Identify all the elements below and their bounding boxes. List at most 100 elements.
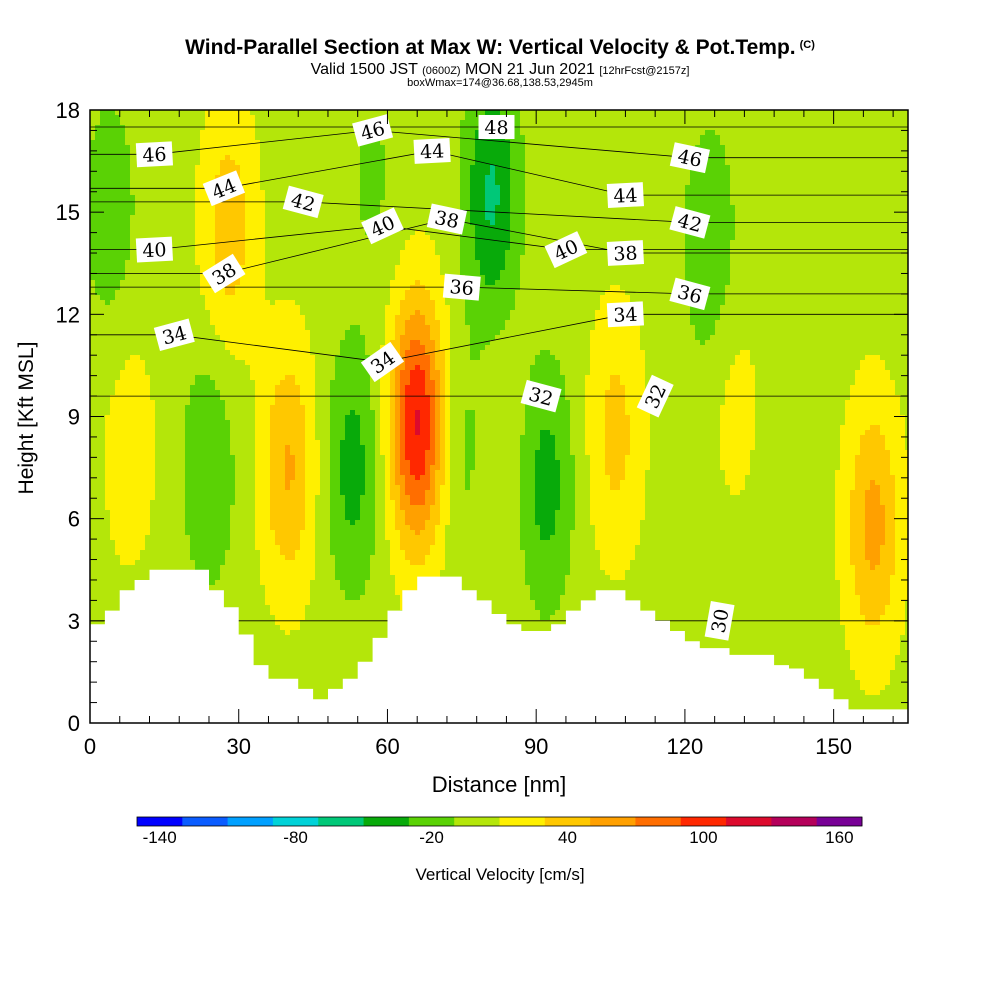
velocity-cell xyxy=(815,140,821,146)
velocity-cell xyxy=(710,130,716,136)
velocity-cell xyxy=(425,115,431,121)
velocity-cell xyxy=(355,260,361,266)
velocity-cell xyxy=(265,155,271,161)
velocity-cell xyxy=(690,120,696,126)
velocity-cell xyxy=(885,130,891,136)
velocity-cell xyxy=(845,160,851,166)
velocity-cell xyxy=(755,220,761,226)
velocity-cell xyxy=(455,165,461,171)
velocity-cell xyxy=(775,165,781,171)
velocity-cell xyxy=(150,125,156,131)
velocity-cell xyxy=(245,115,251,121)
velocity-cell xyxy=(790,160,796,166)
velocity-cell xyxy=(150,175,156,181)
velocity-cell xyxy=(430,235,436,241)
velocity-cell xyxy=(870,150,876,156)
velocity-cell xyxy=(105,175,111,181)
velocity-cell xyxy=(420,185,426,191)
velocity-cell xyxy=(720,160,726,166)
velocity-cell xyxy=(520,215,526,221)
velocity-cell xyxy=(495,170,501,176)
velocity-cell xyxy=(335,195,341,201)
velocity-cell xyxy=(715,240,721,246)
velocity-cell xyxy=(150,230,156,236)
velocity-cell xyxy=(240,215,246,221)
velocity-cell xyxy=(345,175,351,181)
velocity-cell xyxy=(575,175,581,181)
velocity-cell xyxy=(845,255,851,261)
velocity-cell xyxy=(125,170,131,176)
velocity-cell xyxy=(355,220,361,226)
velocity-cell xyxy=(775,115,781,121)
velocity-cell xyxy=(800,185,806,191)
velocity-cell xyxy=(110,170,116,176)
velocity-cell xyxy=(235,125,241,131)
velocity-cell xyxy=(405,115,411,121)
velocity-cell xyxy=(780,150,786,156)
velocity-cell xyxy=(690,140,696,146)
velocity-cell xyxy=(485,210,491,216)
velocity-cell xyxy=(185,215,191,221)
velocity-cell xyxy=(375,110,381,116)
velocity-cell xyxy=(545,190,551,196)
velocity-cell xyxy=(755,200,761,206)
velocity-cell xyxy=(740,225,746,231)
velocity-cell xyxy=(390,175,396,181)
velocity-cell xyxy=(415,255,421,261)
velocity-cell xyxy=(385,250,391,256)
velocity-cell xyxy=(580,160,586,166)
velocity-cell xyxy=(660,145,666,151)
velocity-cell xyxy=(725,165,731,171)
velocity-cell xyxy=(735,150,741,156)
velocity-cell xyxy=(330,135,336,141)
velocity-cell xyxy=(385,155,391,161)
velocity-cell xyxy=(775,180,781,186)
velocity-cell xyxy=(770,230,776,236)
velocity-cell xyxy=(785,160,791,166)
velocity-cell xyxy=(305,245,311,251)
velocity-cell xyxy=(540,200,546,206)
velocity-cell xyxy=(225,130,231,136)
velocity-cell xyxy=(645,195,651,201)
velocity-cell xyxy=(240,130,246,136)
velocity-cell xyxy=(685,170,691,176)
velocity-cell xyxy=(125,210,131,216)
velocity-cell xyxy=(775,225,781,231)
velocity-cell xyxy=(420,260,426,266)
velocity-cell xyxy=(455,115,461,121)
velocity-cell xyxy=(170,120,176,126)
velocity-cell xyxy=(330,250,336,256)
velocity-cell xyxy=(255,235,261,241)
velocity-cell xyxy=(145,120,151,126)
velocity-cell xyxy=(100,200,106,206)
velocity-cell xyxy=(850,235,856,241)
velocity-cell xyxy=(750,110,756,116)
velocity-cell xyxy=(450,145,456,151)
velocity-cell xyxy=(870,140,876,146)
velocity-cell xyxy=(225,240,231,246)
velocity-cell xyxy=(715,145,721,151)
velocity-cell xyxy=(875,140,881,146)
velocity-cell xyxy=(470,175,476,181)
velocity-cell xyxy=(750,115,756,121)
velocity-cell xyxy=(250,195,256,201)
velocity-cell xyxy=(705,175,711,181)
velocity-cell xyxy=(130,125,136,131)
velocity-cell xyxy=(130,175,136,181)
velocity-cell xyxy=(275,185,281,191)
velocity-cell xyxy=(555,135,561,141)
velocity-cell xyxy=(870,110,876,116)
velocity-cell xyxy=(280,110,286,116)
velocity-cell xyxy=(500,250,506,256)
velocity-cell xyxy=(550,165,556,171)
velocity-cell xyxy=(420,240,426,246)
velocity-cell xyxy=(370,245,376,251)
velocity-cell xyxy=(875,160,881,166)
velocity-cell xyxy=(130,255,136,261)
velocity-cell xyxy=(260,255,266,261)
velocity-cell xyxy=(380,195,386,201)
velocity-cell xyxy=(725,120,731,126)
velocity-cell xyxy=(185,240,191,246)
velocity-cell xyxy=(455,240,461,246)
velocity-cell xyxy=(90,165,96,171)
